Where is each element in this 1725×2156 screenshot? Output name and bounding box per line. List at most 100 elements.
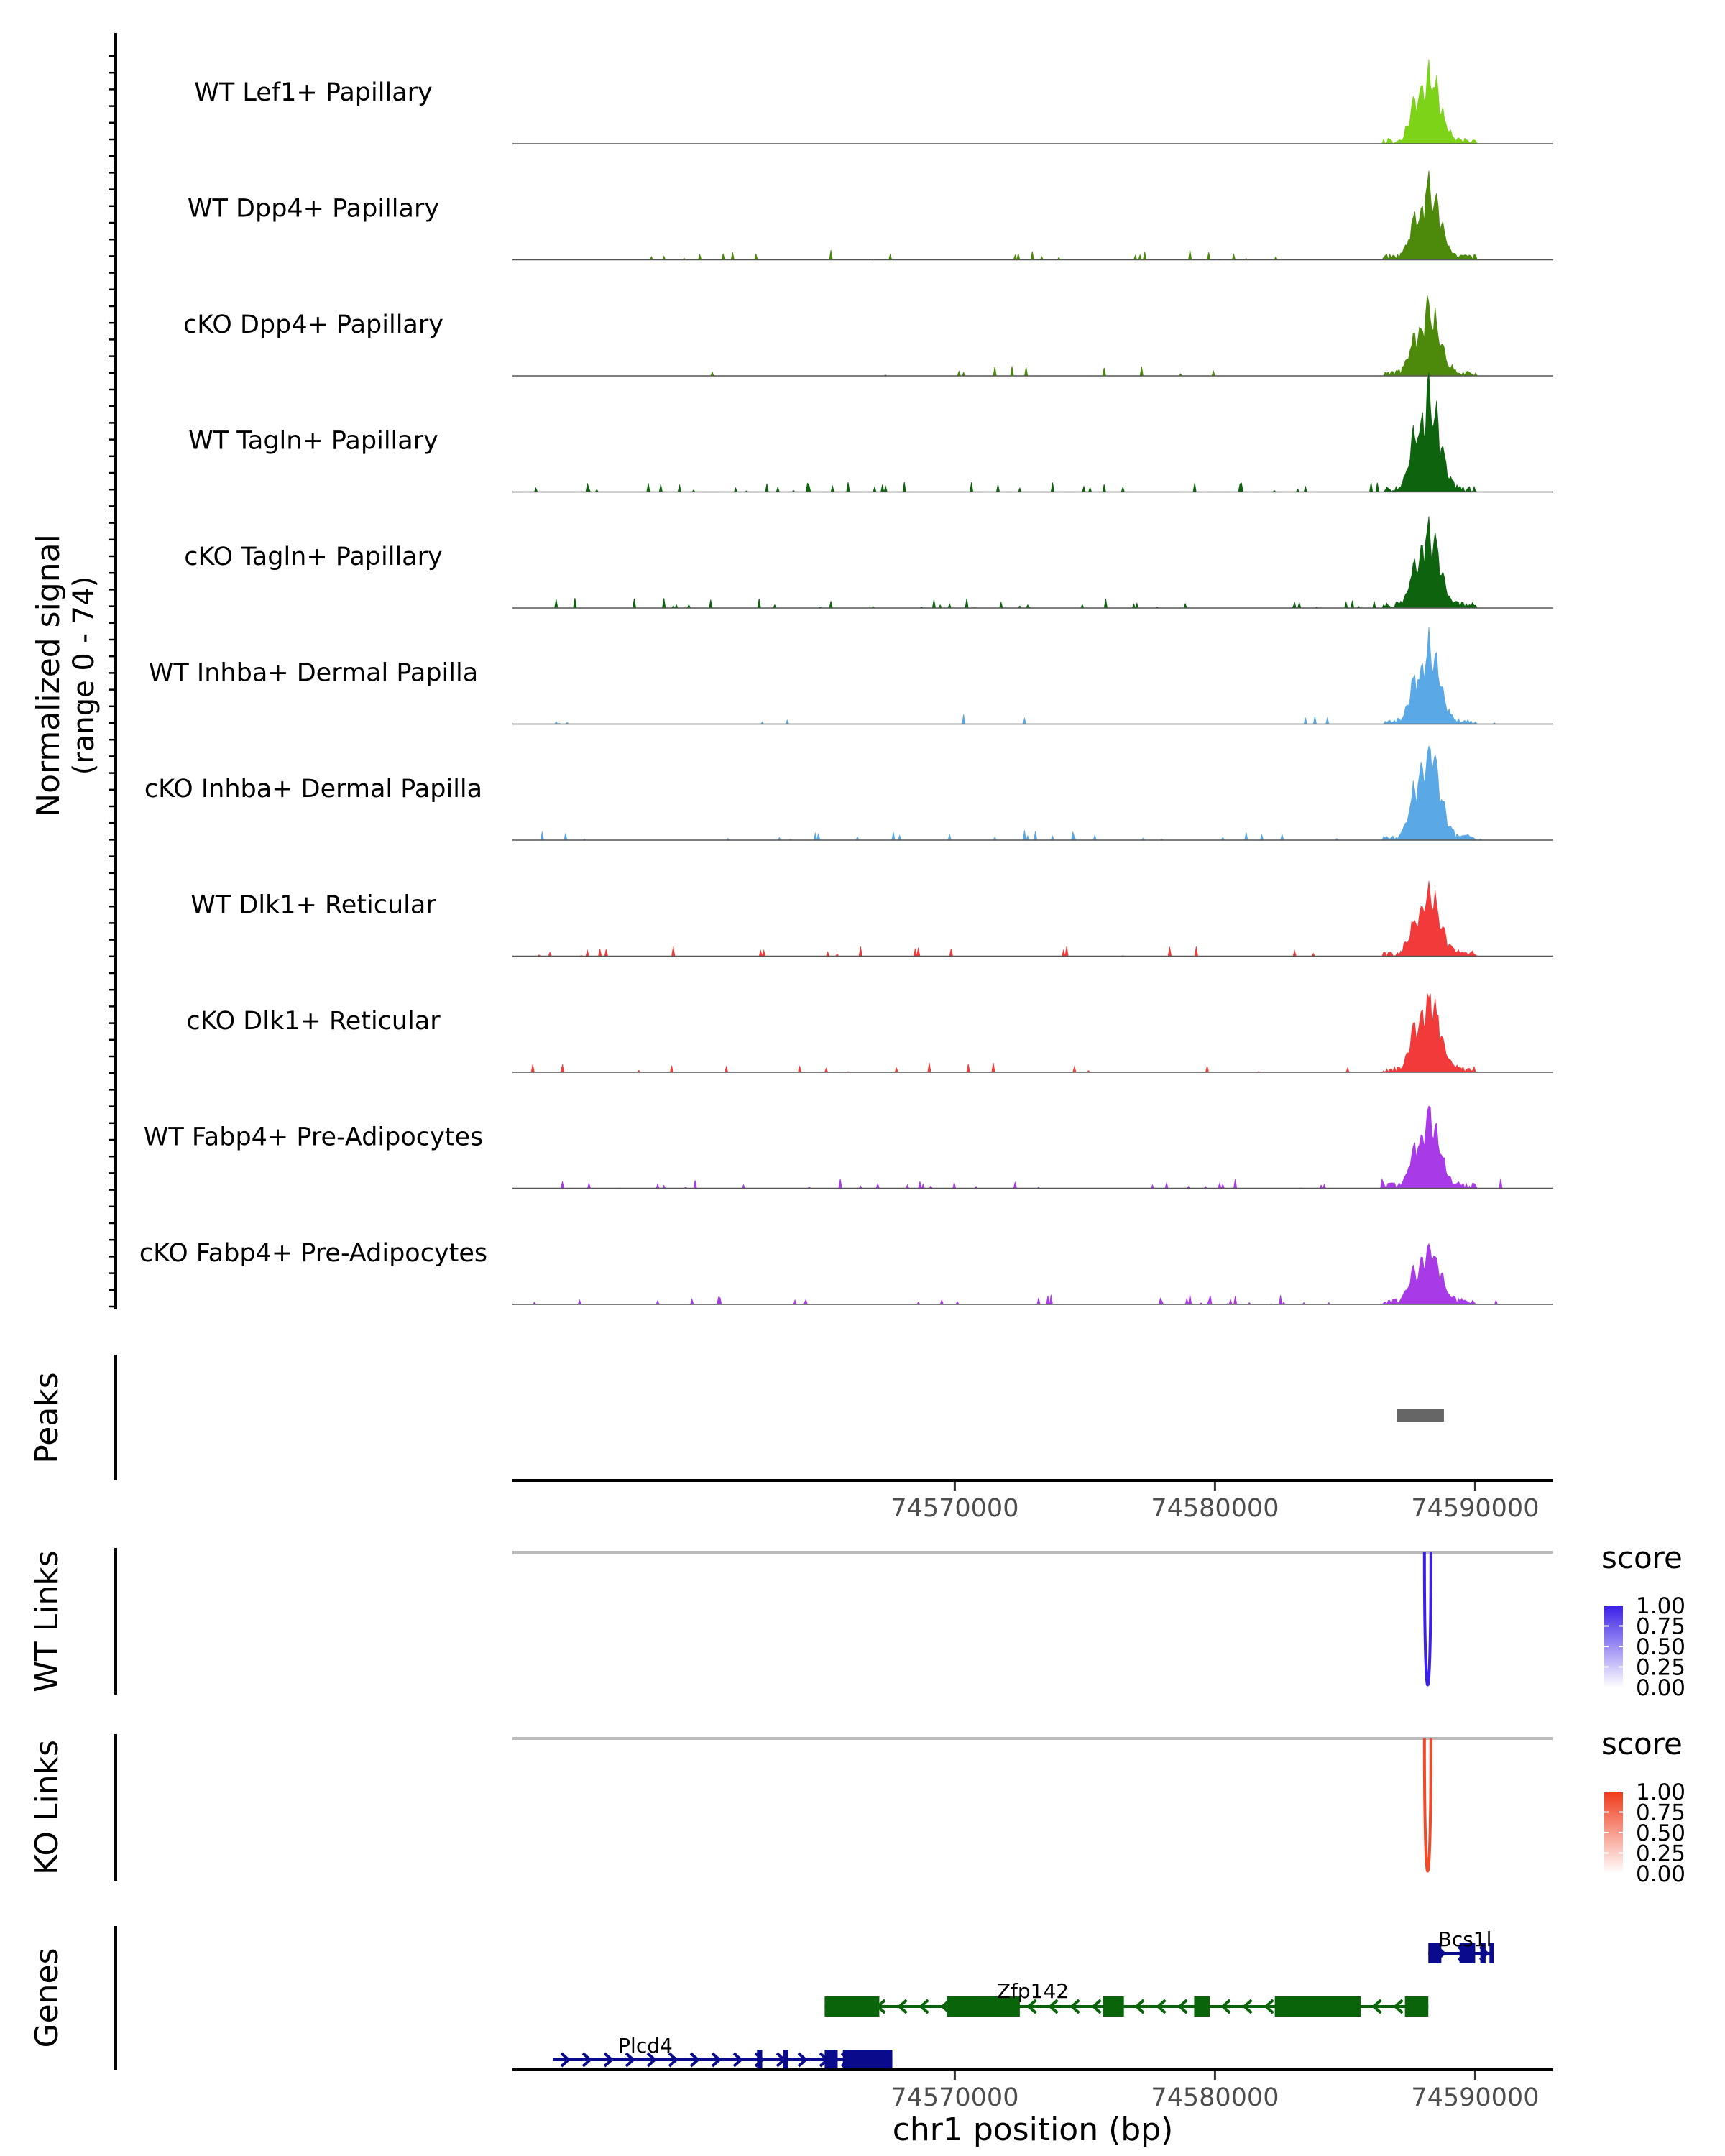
coverage-track: cKO Fabp4+ Pre-Adipocytes	[139, 1239, 1553, 1306]
coverage-track: cKO Dlk1+ Reticular	[186, 993, 1553, 1073]
gene-strand-arrow	[625, 2052, 635, 2068]
gene-strand-arrow	[1264, 1999, 1274, 2014]
gene-strand-arrow	[646, 2052, 657, 2068]
coverage-track: WT Dlk1+ Reticular	[190, 880, 1553, 958]
legend-tick-label: 0.75	[1636, 1800, 1685, 1826]
coverage-area	[512, 993, 1553, 1073]
peaks-track	[1397, 1409, 1444, 1422]
gene: Zfp142	[824, 1979, 1429, 2017]
coverage-track: cKO Inhba+ Dermal Papilla	[144, 745, 1553, 842]
gene-exon	[1489, 1943, 1494, 1963]
x-axis-title: chr1 position (bp)	[893, 2111, 1174, 2148]
gene: Plcd4	[553, 2034, 893, 2070]
track-label: WT Dlk1+ Reticular	[190, 891, 436, 920]
coverage-track: cKO Dpp4+ Papillary	[183, 295, 1553, 377]
gene-strand-arrow	[1242, 1999, 1253, 2014]
coverage-area	[512, 59, 1553, 144]
gene-strand-arrow	[797, 2052, 808, 2068]
legend-tick-label: 0.25	[1636, 1841, 1685, 1867]
coverage-area	[512, 170, 1553, 261]
gene-strand-arrow	[603, 2052, 614, 2068]
track-label: cKO Inhba+ Dermal Papilla	[144, 775, 482, 803]
coverage-area	[512, 372, 1553, 492]
gene-exon	[757, 2050, 763, 2070]
track-label: cKO Dlk1+ Reticular	[186, 1007, 441, 1036]
coverage-area	[512, 745, 1553, 842]
gene-exon	[1103, 1996, 1124, 2017]
track-label: cKO Tagln+ Papillary	[184, 543, 443, 571]
gene-strand-arrow	[732, 2052, 743, 2068]
gene-strand-arrow	[1156, 1999, 1167, 2014]
gene-strand-arrow	[1371, 1999, 1382, 2014]
coverage-track: WT Dpp4+ Papillary	[188, 170, 1553, 261]
gene-strand-arrow	[897, 1999, 908, 2014]
gene-strand-arrow	[1026, 1999, 1037, 2014]
gene-exon	[1480, 1943, 1486, 1963]
gene-strand-arrow	[1134, 1999, 1145, 2014]
gene-label: Bcs1l	[1438, 1927, 1492, 1951]
x-axis-lower-ticks: 74570000 74580000 74590000	[891, 2071, 1539, 2112]
legend-tick-label: 0.75	[1636, 1614, 1685, 1640]
track-label: WT Fabp4+ Pre-Adipocytes	[144, 1123, 483, 1152]
gene-exon	[842, 2050, 893, 2070]
coverage-area	[512, 626, 1553, 725]
gene-strand-arrow	[668, 2052, 678, 2068]
x-tick-label: 74570000	[891, 1494, 1018, 1523]
links-label: KO Links	[29, 1740, 65, 1875]
legend-tick-label: 0.50	[1636, 1820, 1685, 1846]
coverage-area	[512, 295, 1553, 377]
gene-exon	[947, 1996, 1020, 2017]
coverage-tracks: WT Lef1+ Papillary WT Dpp4+ Papillary cKO …	[139, 59, 1553, 1306]
coverage-area	[512, 516, 1553, 609]
legend-tick-label: 0.50	[1636, 1634, 1685, 1660]
gene-strand-arrow	[1091, 1999, 1102, 2014]
coverage-y-ticks	[109, 55, 116, 1308]
legend-tick-label: 0.00	[1636, 1861, 1685, 1887]
peak-region	[1397, 1409, 1444, 1422]
x-axis-upper-ticks: 74570000 74580000 74590000	[891, 1482, 1539, 1523]
gene-strand-arrow	[581, 2052, 592, 2068]
coverage-track: cKO Tagln+ Papillary	[184, 516, 1553, 609]
coverage-area	[512, 1243, 1553, 1306]
gene-exon	[824, 1996, 880, 2017]
legend-title: score	[1601, 1726, 1683, 1761]
coverage-y-label-line2: (range 0 - 74)	[68, 576, 101, 775]
coverage-track: WT Fabp4+ Pre-Adipocytes	[144, 1105, 1553, 1189]
track-label: WT Lef1+ Papillary	[194, 78, 433, 107]
coverage-y-label-line1: Normalized signal	[30, 534, 67, 817]
gene-exon	[1274, 1996, 1361, 2017]
coverage-track: WT Tagln+ Papillary	[188, 372, 1553, 493]
gene-strand-arrow	[689, 2052, 700, 2068]
gene-label: Plcd4	[618, 2034, 673, 2058]
gene-exon	[824, 2050, 838, 2070]
gene-exon	[1428, 1943, 1442, 1963]
link-arc	[1422, 1738, 1432, 1873]
x-tick-label: 74590000	[1411, 2083, 1539, 2112]
peaks-label: Peaks	[29, 1372, 65, 1463]
x-tick-label: 74580000	[1151, 2083, 1279, 2112]
track-label: WT Tagln+ Papillary	[188, 427, 438, 456]
gene-strand-arrow	[711, 2052, 722, 2068]
gene: Bcs1l	[1428, 1927, 1494, 1963]
legend-title: score	[1601, 1540, 1683, 1575]
gene-exon	[1404, 1996, 1429, 2017]
coverage-area	[512, 1105, 1553, 1189]
coverage-track: WT Lef1+ Papillary	[194, 59, 1553, 144]
x-tick-label: 74570000	[891, 2083, 1018, 2112]
genes-track: Bcs1l Zfp142 Plcd4	[553, 1927, 1494, 2070]
coverage-area	[512, 880, 1553, 958]
legend-tick-label: 0.00	[1636, 1675, 1685, 1701]
links-label: WT Links	[29, 1550, 65, 1692]
link-arc	[1422, 1552, 1432, 1687]
track-label: cKO Fabp4+ Pre-Adipocytes	[139, 1239, 487, 1268]
genes-label: Genes	[29, 1948, 65, 2047]
gene-strand-arrow	[1048, 1999, 1059, 2014]
x-tick-label: 74580000	[1151, 1494, 1279, 1523]
legend-tick-label: 1.00	[1636, 1779, 1685, 1805]
gene-exon	[1194, 1996, 1210, 2017]
track-label: WT Dpp4+ Papillary	[188, 195, 439, 224]
gene-strand-arrow	[1070, 1999, 1080, 2014]
links-track: WT Links score 1.000.750.500.250.00	[29, 1540, 1685, 1701]
